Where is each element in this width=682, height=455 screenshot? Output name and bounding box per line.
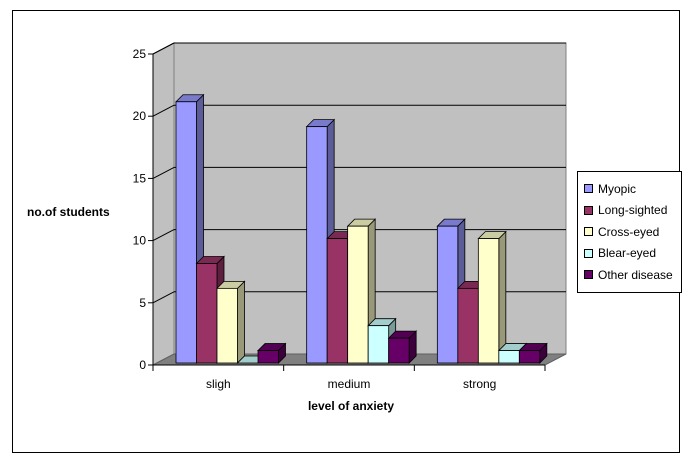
legend-item: Blear-eyed (584, 243, 681, 265)
legend-label: Cross-eyed (598, 224, 660, 239)
y-tick-label: 25 (133, 47, 147, 61)
legend-item: Long-sighted (584, 200, 681, 222)
legend-swatch (584, 227, 593, 237)
bar (387, 330, 418, 364)
gridline (152, 104, 175, 117)
legend-swatch (584, 205, 593, 215)
y-axis: 0 5 10 15 20 25 (133, 47, 154, 372)
legend-label: Myopic (598, 181, 637, 196)
legend-item: Cross-eyed (584, 221, 681, 243)
legend-item: Other disease (584, 264, 681, 286)
y-tick-label: 20 (133, 109, 147, 123)
x-axis: sligh medium strong (152, 364, 546, 391)
bar (216, 280, 246, 364)
gridline (152, 229, 175, 242)
bars (175, 93, 548, 364)
legend-swatch (584, 270, 593, 280)
x-axis-label: level of anxiety (308, 399, 394, 413)
legend-label: Long-sighted (598, 203, 668, 218)
legend-swatch (584, 184, 593, 194)
y-tick-label: 5 (139, 296, 146, 310)
bar (518, 342, 548, 364)
gridline (152, 42, 175, 55)
bar (257, 342, 287, 364)
gridline (152, 291, 175, 304)
legend-item: Myopic (584, 178, 681, 200)
x-tick-label: strong (463, 377, 496, 391)
y-tick-label: 0 (139, 358, 146, 372)
legend-label: Other disease (598, 267, 673, 282)
y-tick-label: 10 (133, 234, 147, 248)
x-tick-label: sligh (206, 377, 231, 391)
legend-swatch (584, 248, 593, 258)
x-tick-label: medium (328, 377, 371, 391)
y-tick-label: 15 (133, 171, 147, 185)
y-axis-label: no.of students (27, 205, 110, 219)
legend: Myopic Long-sighted Cross-eyed Blear-eye… (577, 171, 682, 293)
legend-label: Blear-eyed (598, 246, 657, 261)
gridline (152, 166, 175, 179)
bar (477, 230, 507, 364)
side-wall (152, 42, 175, 366)
